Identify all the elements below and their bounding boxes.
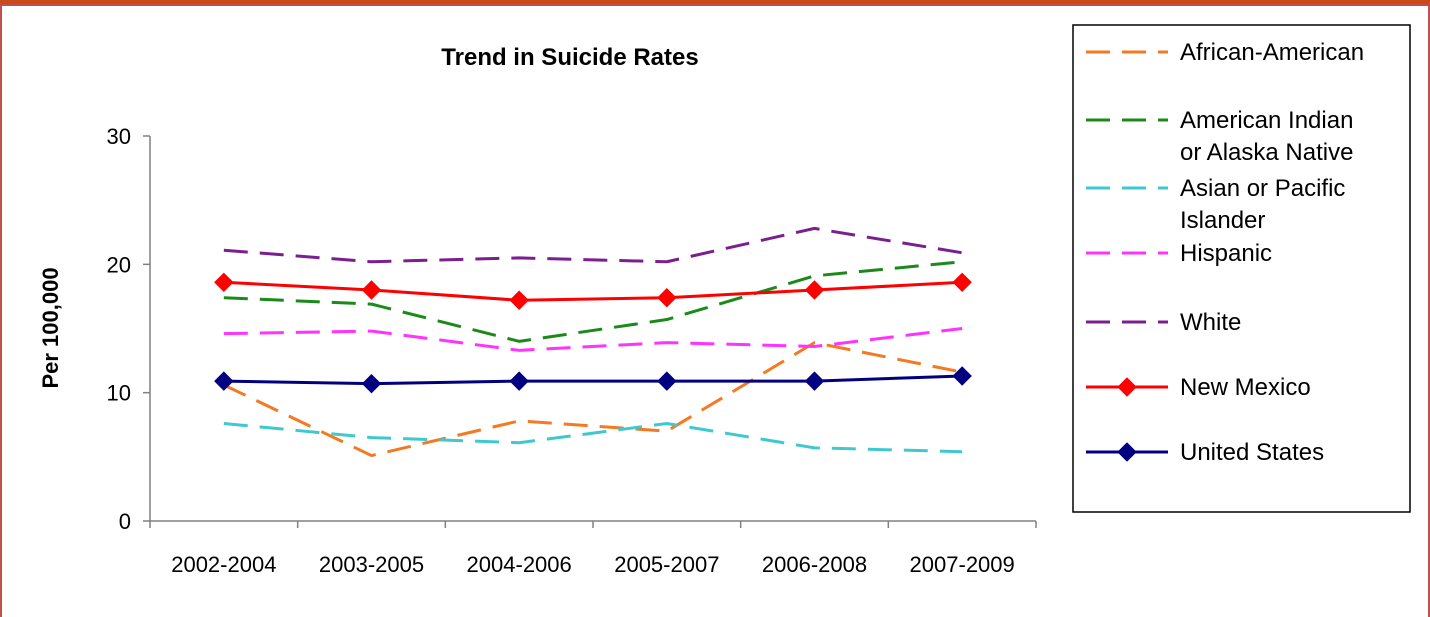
series-united-states [214,366,972,394]
x-tick-label: 2004-2006 [467,552,572,577]
x-tick-label: 2005-2007 [614,552,719,577]
series-asian-or-pacific-islander [223,421,963,454]
legend-item-new-mexico: New Mexico [1086,374,1311,401]
data-point [657,371,677,391]
y-axis-label: Per 100,000 [38,267,63,388]
legend-label: American Indian [1180,107,1353,134]
series-african-american [223,341,963,458]
axes [149,136,1036,522]
y-tick-label: 30 [107,124,131,149]
y-ticks: 0 10 20 30 [107,124,150,534]
series-new-mexico [214,272,972,310]
data-point [509,371,529,391]
x-tick-label: 2007-2009 [910,552,1015,577]
legend-label: United States [1180,439,1324,466]
y-tick-label: 20 [107,252,131,277]
series-line-american-indian-or-alaska-native [223,260,963,343]
legend-label: African-American [1180,39,1364,66]
data-point [361,373,382,394]
series-line-african-american [223,341,963,458]
legend-marker [1117,377,1137,397]
data-point [214,272,234,293]
series-american-indian-or-alaska-native [223,260,963,343]
data-point [952,366,972,386]
legend-label: Asian or Pacific [1180,175,1345,202]
data-point [509,290,529,310]
x-ticks: 2002-2004 2003-2005 2004-2006 2005-2007 2006… [149,521,1037,577]
data-point [361,280,382,300]
top-band [0,0,1430,6]
series-line-white [223,226,963,264]
data-point [952,272,972,293]
series-white [223,226,963,264]
x-tick-label: 2006-2008 [762,552,867,577]
data-point [804,280,825,300]
legend-item-asian-or-pacific-islander: Asian or Pacific Islander [1086,175,1345,234]
series-layer [214,226,972,458]
y-tick-label: 10 [107,381,131,406]
legend-item-united-states: United States [1086,439,1324,466]
legend-item-african-american: African-American [1086,39,1364,66]
x-tick-label: 2003-2005 [319,552,424,577]
chart-title: Trend in Suicide Rates [441,44,698,71]
legend-item-white: White [1086,309,1241,336]
series-line-asian-or-pacific-islander [223,421,963,454]
legend-label: Hispanic [1180,240,1272,267]
legend-item-american-indian-or-alaska-native: American Indian or Alaska Native [1086,107,1353,166]
legend-marker [1117,442,1137,462]
series-line-new-mexico [223,280,963,302]
chart-border [0,4,1430,617]
series-line-united-states [223,374,963,386]
legend-label: White [1180,309,1241,336]
data-point [804,371,825,391]
legend-label: New Mexico [1180,374,1311,401]
legend-label: Islander [1180,207,1265,234]
legend-box [1072,24,1411,513]
x-tick-label: 2002-2004 [171,552,276,577]
legend-item-hispanic: Hispanic [1086,240,1272,267]
series-line-hispanic [223,327,963,352]
y-tick-label: 0 [119,509,131,534]
legend-label: or Alaska Native [1180,139,1353,166]
data-point [214,371,234,391]
legend: African-American American Indian or Alaska… [1086,39,1364,466]
data-point [657,287,677,308]
series-hispanic [223,327,963,352]
